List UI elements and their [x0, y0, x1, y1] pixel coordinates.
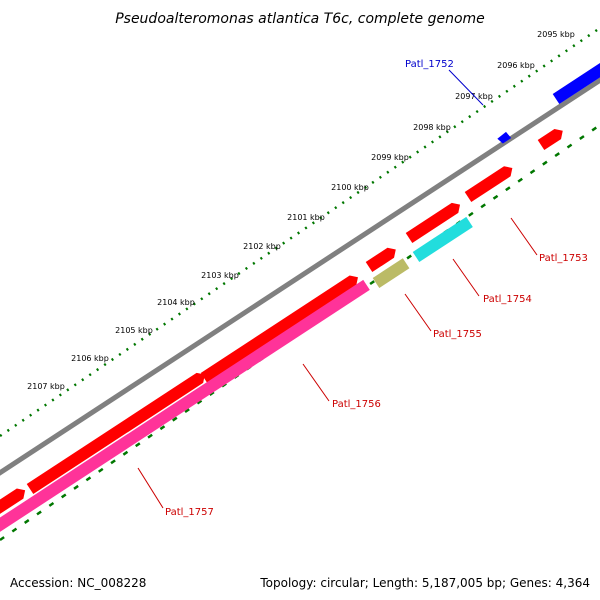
feature-patl-1754[interactable] [412, 216, 473, 263]
feature-red-edge-left[interactable] [0, 485, 28, 516]
gene-label-patl-1755[interactable]: Patl_1755 [433, 329, 482, 340]
tick-label: 2097 kbp [455, 92, 493, 101]
tick-label: 2104 kbp [157, 298, 195, 307]
genome-summary-text: Topology: circular; Length: 5,187,005 bp… [259, 576, 590, 590]
tick-label: 2107 kbp [27, 382, 65, 391]
gene-label-patl-1757[interactable]: Patl_1757 [165, 507, 214, 518]
feature-patl-1752[interactable] [497, 131, 512, 144]
feature-patl-1757[interactable] [0, 279, 370, 534]
tick-label: 2106 kbp [71, 354, 109, 363]
tick-label: 2098 kbp [413, 123, 451, 132]
tick-label: 2100 kbp [331, 183, 369, 192]
feature-patl-1756[interactable] [200, 272, 362, 384]
feature-blue-top-right[interactable] [552, 60, 600, 105]
leader-lines [137, 69, 538, 509]
feature-red-small-right[interactable] [537, 126, 566, 151]
feature-patl-1753[interactable] [464, 163, 516, 203]
tick-label: 2101 kbp [287, 213, 325, 222]
tick-labels: 2095 kbp 2096 kbp 2097 kbp 2098 kbp 2099 kbp… [27, 30, 575, 391]
accession-text: Accession: NC_008228 [10, 576, 146, 590]
feature-red-long-left[interactable] [26, 370, 208, 495]
tick-label: 2095 kbp [537, 30, 575, 39]
feature-patl-1755[interactable] [372, 258, 410, 289]
tick-label: 2105 kbp [115, 326, 153, 335]
tick-label: 2102 kbp [243, 242, 281, 251]
feature-red-short[interactable] [365, 244, 399, 273]
gene-label-patl-1754[interactable]: Patl_1754 [483, 294, 532, 305]
map-title: Pseudoalteromonas atlantica T6c, complet… [115, 11, 485, 27]
gene-label-patl-1756[interactable]: Patl_1756 [332, 399, 381, 410]
tick-label: 2099 kbp [371, 153, 409, 162]
tick-label: 2096 kbp [497, 61, 535, 70]
genome-backbone [0, 77, 600, 476]
gene-label-patl-1752[interactable]: Patl_1752 [405, 59, 454, 70]
gene-label-patl-1753[interactable]: Patl_1753 [539, 253, 588, 264]
feature-red-mid[interactable] [405, 200, 464, 244]
tick-label: 2103 kbp [201, 271, 239, 280]
outer-tick-ruler [0, 26, 600, 438]
